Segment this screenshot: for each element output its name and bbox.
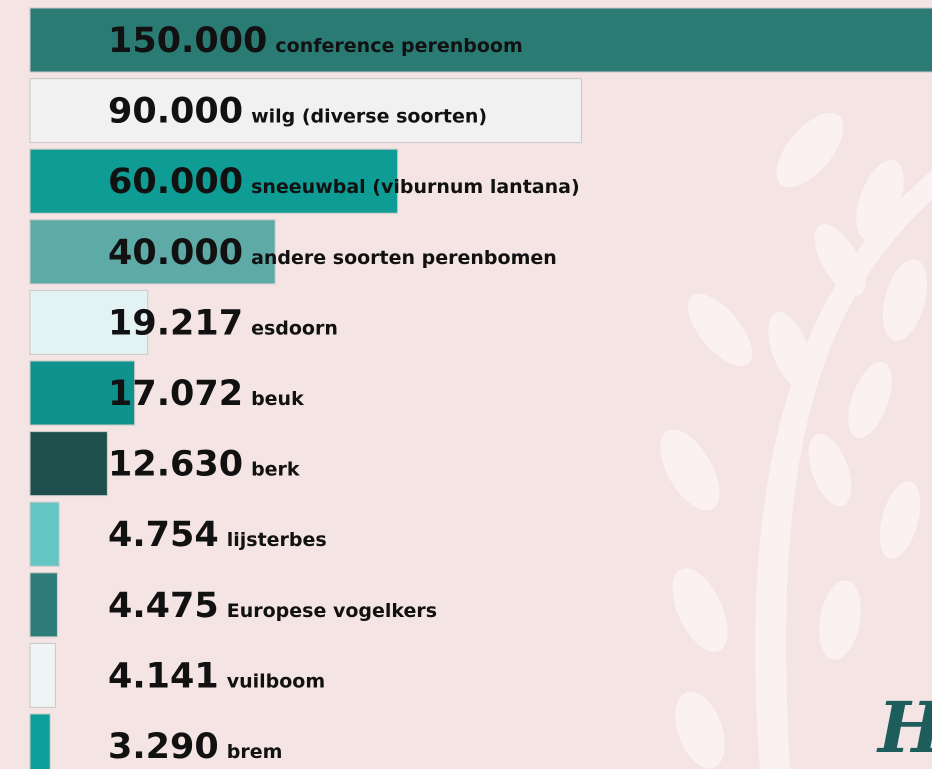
value-label: 19.217 [108, 303, 243, 343]
bar [30, 714, 50, 769]
watermark: H [876, 686, 932, 769]
value-label: 4.475 [108, 586, 219, 626]
bar [30, 432, 107, 496]
category-label: conference perenboom [275, 35, 522, 57]
category-label: esdoorn [251, 317, 338, 339]
value-label: 4.141 [108, 656, 219, 696]
category-label: beuk [251, 388, 304, 410]
bar [30, 502, 59, 566]
category-label: Europese vogelkers [227, 600, 437, 622]
category-label: lijsterbes [227, 529, 327, 551]
value-label: 40.000 [108, 233, 243, 273]
category-label: wilg (diverse soorten) [251, 106, 487, 128]
value-label: 150.000 [108, 21, 267, 61]
category-label: andere soorten perenbomen [251, 247, 557, 269]
bar [30, 573, 57, 637]
value-label: 4.754 [108, 515, 219, 555]
category-label: berk [251, 459, 300, 481]
category-label: vuilboom [227, 670, 325, 692]
value-label: 3.290 [108, 727, 219, 767]
bar [30, 643, 55, 707]
chart: H 150.000 conference perenboom 90.000 wilg … [0, 0, 932, 769]
value-label: 17.072 [108, 374, 243, 414]
value-label: 90.000 [108, 92, 243, 132]
value-label: 12.630 [108, 445, 243, 485]
category-label: brem [227, 741, 283, 763]
value-label: 60.000 [108, 162, 243, 202]
category-label: sneeuwbal (viburnum lantana) [251, 176, 580, 198]
